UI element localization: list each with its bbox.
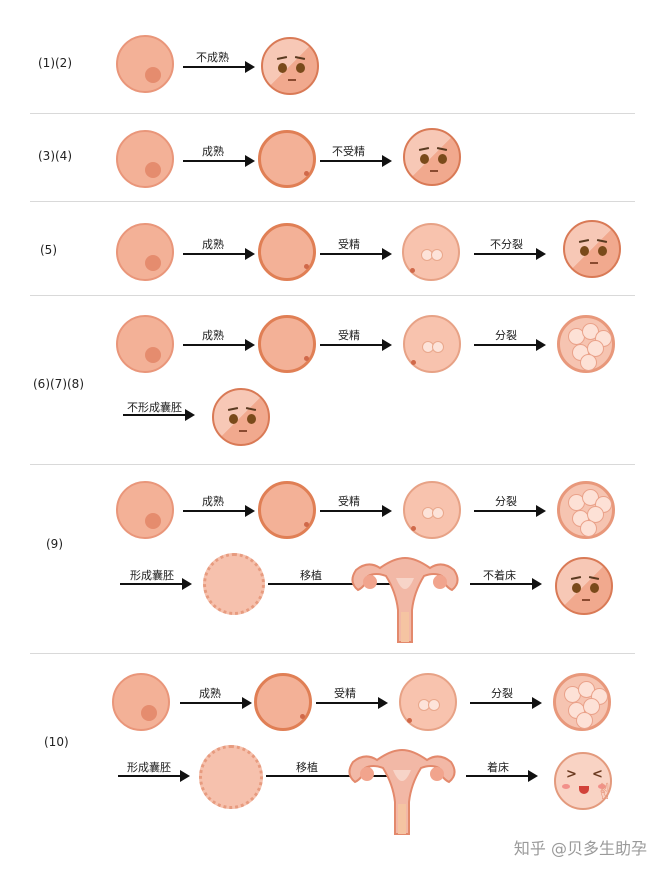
- arrow-label: 受精: [338, 495, 360, 508]
- arrow-icon: [320, 155, 392, 167]
- arrow-label: 分裂: [495, 495, 517, 508]
- sad-face-icon: [403, 128, 461, 186]
- arrow-label: 不受精: [332, 145, 365, 158]
- arrow-label: 移植: [296, 761, 318, 774]
- egg-cell-icon: [116, 35, 174, 93]
- arrow-icon: [183, 155, 255, 167]
- happy-face-icon: > < ✌: [554, 752, 614, 810]
- divider: [30, 295, 635, 296]
- watermark: 知乎 @贝多生助孕: [513, 839, 647, 858]
- arrow-icon: [183, 61, 255, 73]
- arrow-label: 不形成囊胚: [127, 401, 182, 414]
- arrow-label: 成熟: [199, 687, 221, 700]
- arrow-label: 移植: [300, 569, 322, 582]
- fertilized-egg-icon: [402, 223, 460, 281]
- blastocyst-icon: [203, 553, 265, 615]
- mature-egg-icon: [258, 130, 316, 188]
- arrow-label: 分裂: [491, 687, 513, 700]
- uterus-icon: [348, 748, 456, 835]
- arrow-label: 不着床: [483, 569, 516, 582]
- egg-cell-icon: [116, 481, 174, 539]
- fertilized-egg-icon: [399, 673, 457, 731]
- sad-face-icon: [563, 220, 621, 278]
- arrow-icon: [183, 505, 255, 517]
- fertilized-egg-icon: [403, 315, 461, 373]
- arrow-icon: [120, 578, 192, 590]
- arrow-label: 成熟: [202, 238, 224, 251]
- divider: [30, 464, 635, 465]
- arrow-icon: [466, 770, 538, 782]
- egg-cell-icon: [116, 315, 174, 373]
- arrow-icon: [474, 248, 546, 260]
- fertilized-egg-icon: [403, 481, 461, 539]
- arrow-label: 分裂: [495, 329, 517, 342]
- arrow-icon: [183, 339, 255, 351]
- arrow-label: 受精: [334, 687, 356, 700]
- mature-egg-icon: [258, 223, 316, 281]
- dividing-embryo-icon: [557, 481, 615, 539]
- row-label: (5): [40, 243, 57, 257]
- arrow-label: 受精: [338, 238, 360, 251]
- divider: [30, 113, 635, 114]
- mature-egg-icon: [258, 315, 316, 373]
- egg-cell-icon: [112, 673, 170, 731]
- mature-egg-icon: [254, 673, 312, 731]
- row-label: (10): [44, 735, 69, 749]
- mature-egg-icon: [258, 481, 316, 539]
- arrow-icon: [474, 505, 546, 517]
- arrow-icon: [470, 697, 542, 709]
- arrow-label: 成熟: [202, 495, 224, 508]
- sad-face-icon: [555, 557, 613, 615]
- arrow-label: 形成囊胚: [127, 761, 171, 774]
- arrow-icon: [474, 339, 546, 351]
- arrow-icon: [320, 505, 392, 517]
- arrow-label: 成熟: [202, 329, 224, 342]
- blastocyst-icon: [199, 745, 263, 809]
- arrow-icon: [183, 248, 255, 260]
- arrow-label: 成熟: [202, 145, 224, 158]
- sad-face-icon: [212, 388, 270, 446]
- row-label: (9): [46, 537, 63, 551]
- arrow-label: 着床: [487, 761, 509, 774]
- uterus-icon: [351, 556, 459, 643]
- row-label: (3)(4): [38, 149, 72, 163]
- arrow-label: 受精: [338, 329, 360, 342]
- dividing-embryo-icon: [553, 673, 611, 731]
- row-label: (1)(2): [38, 56, 72, 70]
- egg-cell-icon: [116, 130, 174, 188]
- row-label: (6)(7)(8): [33, 377, 84, 391]
- egg-cell-icon: [116, 223, 174, 281]
- arrow-icon: [316, 697, 388, 709]
- arrow-icon: [320, 339, 392, 351]
- arrow-icon: [470, 578, 542, 590]
- arrow-icon: [320, 248, 392, 260]
- arrow-label: 形成囊胚: [130, 569, 174, 582]
- arrow-label: 不成熟: [196, 51, 229, 64]
- arrow-label: 不分裂: [490, 238, 523, 251]
- dividing-embryo-icon: [557, 315, 615, 373]
- sad-face-icon: [261, 37, 319, 95]
- divider: [30, 201, 635, 202]
- divider: [30, 653, 635, 654]
- arrow-icon: [123, 409, 195, 421]
- arrow-icon: [118, 770, 190, 782]
- arrow-icon: [180, 697, 252, 709]
